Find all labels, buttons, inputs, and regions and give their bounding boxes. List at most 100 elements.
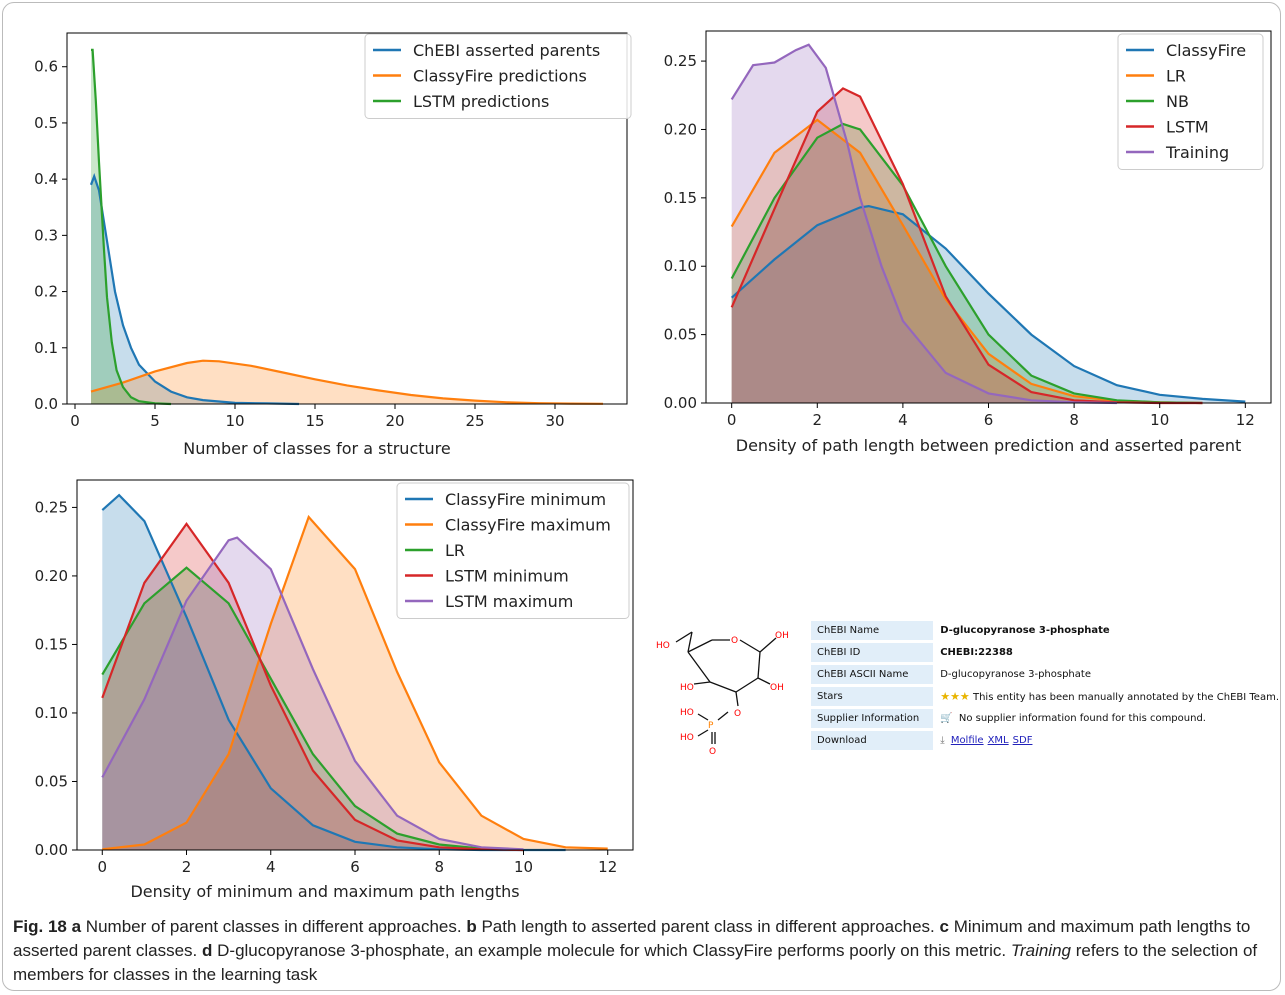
legend-label: LSTM minimum — [445, 567, 569, 586]
y-tick-label: 0.0 — [34, 395, 58, 413]
x-tick-label: 5 — [150, 412, 160, 430]
caption-d-label: d — [202, 941, 213, 960]
caption-tail-text: refers to the selection of members for c… — [13, 941, 1258, 984]
legend-label: ClassyFire predictions — [413, 67, 587, 86]
chebi-key: Download — [811, 731, 933, 750]
chebi-stars-value: ★★★ This entity has been manually annota… — [934, 687, 1285, 706]
chebi-ascii-value: D-glucopyranose 3-phosphate — [940, 669, 1091, 680]
y-tick-label: 0.4 — [34, 170, 58, 188]
series-fill-classyfire-minimum — [102, 495, 566, 850]
x-tick-label: 2 — [813, 411, 823, 429]
y-tick-label: 0.10 — [664, 257, 697, 275]
chebi-key: ChEBI Name — [811, 621, 933, 640]
y-tick-label: 0.15 — [664, 189, 697, 207]
x-tick-label: 0 — [97, 858, 107, 876]
x-tick-label: 0 — [727, 411, 737, 429]
x-tick-label: 10 — [225, 412, 244, 430]
series-fill-classyfire-predictions — [91, 360, 603, 404]
chebi-key: ChEBI ASCII Name — [811, 665, 933, 684]
atom-ho-2: HO — [680, 683, 694, 693]
y-tick-label: 0.25 — [664, 52, 697, 70]
caption-training-word: Training — [1010, 941, 1071, 960]
series-fill-training — [731, 44, 1117, 403]
x-tick-label: 10 — [514, 858, 533, 876]
chebi-row-supplier: Supplier Information 🛒 No supplier infor… — [811, 709, 1285, 728]
caption-fig-label: Fig. 18 — [13, 917, 67, 936]
chebi-stars-text: This entity has been manually annotated … — [972, 692, 1279, 703]
x-tick-label: 12 — [598, 858, 617, 876]
series-line-classyfire-maximum — [102, 514, 608, 851]
chebi-row-ascii: ChEBI ASCII Name D-glucopyranose 3-phosp… — [811, 665, 1285, 684]
caption-a-label: a — [71, 917, 82, 936]
atom-o-ester: O — [734, 709, 741, 719]
legend-label: ClassyFire maximum — [445, 516, 611, 535]
chebi-name-value: D-glucopyranose 3-phosphate — [940, 625, 1110, 636]
legend-box — [364, 33, 632, 119]
chebi-id-value: CHEBI:22388 — [940, 647, 1013, 658]
atom-oh-1: OH — [775, 631, 789, 641]
series-fill-lstm-maximum — [102, 537, 524, 850]
series-line-nb — [730, 122, 1203, 405]
x-tick-label: 10 — [1150, 411, 1169, 429]
legend-label: LSTM predictions — [413, 92, 549, 111]
atom-p: P — [708, 721, 714, 731]
chebi-key: ChEBI ID — [811, 643, 933, 662]
chebi-key: Supplier Information — [811, 709, 933, 728]
x-tick-label: 4 — [266, 858, 276, 876]
legend-label: LR — [445, 541, 465, 560]
legend-label: LR — [1166, 67, 1186, 86]
chebi-supplier-value: 🛒 No supplier information found for this… — [934, 709, 1285, 728]
x-tick-label: 4 — [898, 411, 908, 429]
series-line-training — [730, 43, 1117, 405]
y-tick-label: 0.25 — [35, 498, 68, 516]
atom-o-ring: O — [731, 636, 738, 646]
caption-c-label: c — [939, 917, 949, 936]
molfile-link[interactable]: Molfile — [950, 735, 984, 746]
sdf-link[interactable]: SDF — [1012, 735, 1033, 746]
basket-icon: 🛒 — [940, 713, 953, 724]
x-tick-label: 0 — [70, 412, 80, 430]
y-tick-label: 0.5 — [34, 114, 58, 132]
legend-label: NB — [1166, 92, 1189, 111]
panel-b: 0 2 4 6 8 10 12 0.00 0.05 0.10 0.15 0.20 0.25 Density… — [664, 30, 1272, 455]
series-fill-nb — [731, 124, 1203, 403]
plot-frame — [66, 32, 628, 405]
chebi-supplier-text: No supplier information found for this c… — [958, 713, 1206, 724]
x-tick-label: 30 — [545, 412, 564, 430]
legend-label: Training — [1165, 143, 1229, 162]
y-tick-label: 0.15 — [35, 635, 68, 653]
series-fill-lstm-minimum — [102, 523, 524, 850]
series-line-classyfire-predictions — [90, 359, 604, 405]
chebi-row-name: ChEBI Name D-glucopyranose 3-phosphate — [811, 621, 1285, 640]
legend-label: ChEBI asserted parents — [413, 41, 600, 60]
y-tick-label: 0.05 — [664, 326, 697, 344]
series-fill-classyfire-maximum — [102, 517, 608, 850]
series-fill-lr — [731, 119, 1203, 404]
series-fill-lr — [102, 567, 524, 850]
series-line-lstm-minimum — [101, 522, 524, 852]
series-line-classyfire — [730, 204, 1246, 403]
atom-ho-3: HO — [680, 708, 694, 718]
atom-o-dbl: O — [709, 747, 716, 757]
caption-b-text: Path length to asserted parent class in … — [481, 917, 935, 936]
molecule-structure: HO O OH HO OH O HO P HO O — [650, 610, 800, 764]
y-tick-label: 0.6 — [34, 58, 58, 76]
series-line-lstm-maximum — [101, 536, 524, 851]
chebi-download-value: ⤓ Molfile XML SDF — [934, 731, 1285, 750]
x-axis-label: Density of minimum and maximum path leng… — [130, 882, 519, 900]
atom-ho-4: HO — [680, 733, 694, 743]
panel-a: 0 5 10 15 20 25 30 0.0 0.1 0.2 0.3 0.4 0.5 0.6 Number … — [34, 32, 632, 458]
figure-charts: 0 5 10 15 20 25 300.00.10.20.30.40.50.6Number … — [34, 30, 1272, 900]
x-tick-label: 12 — [1236, 411, 1255, 429]
y-tick-label: 0.1 — [34, 339, 58, 357]
xml-link[interactable]: XML — [987, 735, 1009, 746]
legend-label: ClassyFire minimum — [445, 490, 606, 509]
x-axis-label: Density of path length between predictio… — [736, 436, 1242, 455]
x-tick-label: 6 — [984, 411, 994, 429]
series-fill-lstm — [731, 88, 1203, 404]
y-tick-label: 0.20 — [35, 567, 68, 585]
chebi-row-id: ChEBI ID CHEBI:22388 — [811, 643, 1285, 662]
y-tick-label: 0.10 — [35, 704, 68, 722]
